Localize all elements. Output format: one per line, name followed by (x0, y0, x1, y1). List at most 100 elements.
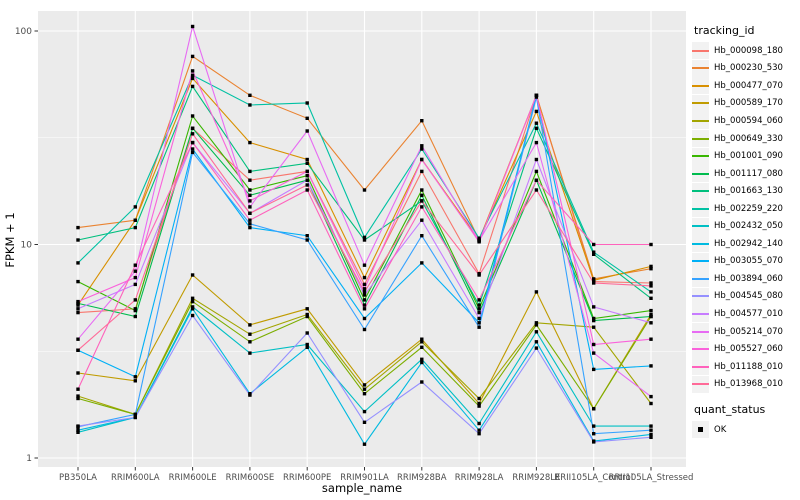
data-point (248, 93, 252, 97)
x-tick-label: RRII105LA_Control (554, 473, 633, 483)
data-point (592, 305, 596, 309)
data-point (420, 357, 424, 361)
data-point (190, 54, 195, 59)
data-point (248, 218, 252, 222)
data-point (133, 415, 137, 420)
legend-item-label: Hb_000649_330 (714, 133, 783, 144)
data-point (649, 401, 653, 406)
data-point (190, 24, 195, 29)
data-point (477, 240, 481, 244)
data-point (420, 147, 424, 151)
data-point (248, 351, 252, 355)
data-point (477, 236, 481, 240)
data-point (133, 308, 137, 313)
data-point (477, 310, 481, 315)
data-point (305, 188, 309, 192)
data-point (649, 284, 653, 288)
data-point (362, 282, 367, 287)
legend-item-label: Hb_004545_080 (714, 291, 783, 302)
data-point (420, 199, 424, 203)
data-point (305, 234, 309, 238)
data-point (248, 140, 252, 145)
data-point (190, 299, 195, 304)
data-point (477, 325, 481, 329)
legend-item-label: Hb_000098_180 (714, 45, 783, 56)
data-point (649, 264, 653, 269)
line-swatch-icon (692, 340, 709, 358)
data-point (592, 250, 596, 254)
legend-item-label: Hb_004577_010 (714, 308, 783, 319)
data-point (76, 225, 80, 230)
data-point (76, 310, 80, 315)
data-point (305, 129, 309, 133)
legend-item: Hb_000230_530 (692, 59, 798, 78)
legend-item: Hb_001001_090 (692, 147, 798, 165)
data-point (649, 290, 653, 294)
data-point (649, 337, 653, 341)
x-tick-label: RRIM928LA (455, 473, 504, 483)
legend-item-label: Hb_013968_010 (714, 379, 783, 390)
data-point (305, 345, 309, 349)
data-point (76, 279, 80, 284)
data-point (420, 169, 424, 174)
legend-item: Hb_002259_220 (692, 200, 798, 218)
data-point (362, 383, 367, 387)
line-swatch-icon (692, 270, 709, 288)
data-point (420, 193, 424, 197)
data-point (190, 273, 195, 277)
data-point (362, 442, 367, 446)
legend-item-label: Hb_000230_530 (714, 63, 783, 74)
legend-item: Hb_005527_060 (692, 340, 798, 358)
x-tick-label: RRIM600LA (111, 473, 160, 483)
line-swatch-icon (692, 165, 709, 183)
data-point (649, 321, 653, 325)
data-point (420, 144, 424, 148)
data-point (190, 132, 195, 136)
data-point (305, 314, 309, 319)
data-point (477, 307, 481, 311)
data-point (534, 346, 539, 350)
data-point (477, 428, 481, 432)
data-point (362, 316, 367, 321)
data-point (133, 307, 137, 311)
legend-item: Hb_000477_070 (692, 77, 798, 95)
legend-item: Hb_000589_170 (692, 94, 798, 113)
data-point (534, 321, 539, 325)
data-point (420, 234, 424, 238)
data-point (362, 392, 367, 396)
legend-title-tracking-id: tracking_id (694, 24, 755, 37)
x-axis-title: sample_name (321, 481, 403, 495)
data-point (534, 340, 539, 344)
data-point (649, 308, 653, 313)
data-point (305, 342, 309, 347)
data-point (248, 178, 252, 182)
data-point (477, 303, 481, 307)
data-point (477, 401, 481, 406)
data-point (190, 140, 195, 145)
line-swatch-icon (692, 375, 709, 393)
data-point (362, 327, 367, 332)
data-point (133, 263, 137, 267)
data-point (534, 330, 539, 334)
line-swatch-icon (692, 94, 709, 112)
data-point (534, 188, 539, 192)
data-point (133, 298, 137, 302)
legend-item: Hb_013968_010 (692, 375, 798, 393)
data-point (76, 430, 80, 434)
data-point (534, 323, 539, 327)
data-point (420, 345, 424, 349)
data-point (248, 188, 252, 192)
legend-item-label: OK (714, 424, 727, 435)
data-point (190, 73, 195, 77)
legend-item: Hb_000594_060 (692, 112, 798, 130)
data-point (477, 316, 481, 321)
legend-item: Hb_002942_140 (692, 235, 798, 253)
legend-item-label: Hb_001001_090 (714, 151, 783, 162)
data-point (190, 150, 195, 155)
legend: tracking_id Hb_000098_180 Hb_000230_530 Hb… (692, 24, 798, 439)
data-point (420, 360, 424, 365)
data-point (362, 298, 367, 302)
line-swatch-icon (692, 252, 709, 270)
legend-item-label: Hb_002942_140 (714, 238, 783, 249)
data-point (190, 296, 195, 300)
